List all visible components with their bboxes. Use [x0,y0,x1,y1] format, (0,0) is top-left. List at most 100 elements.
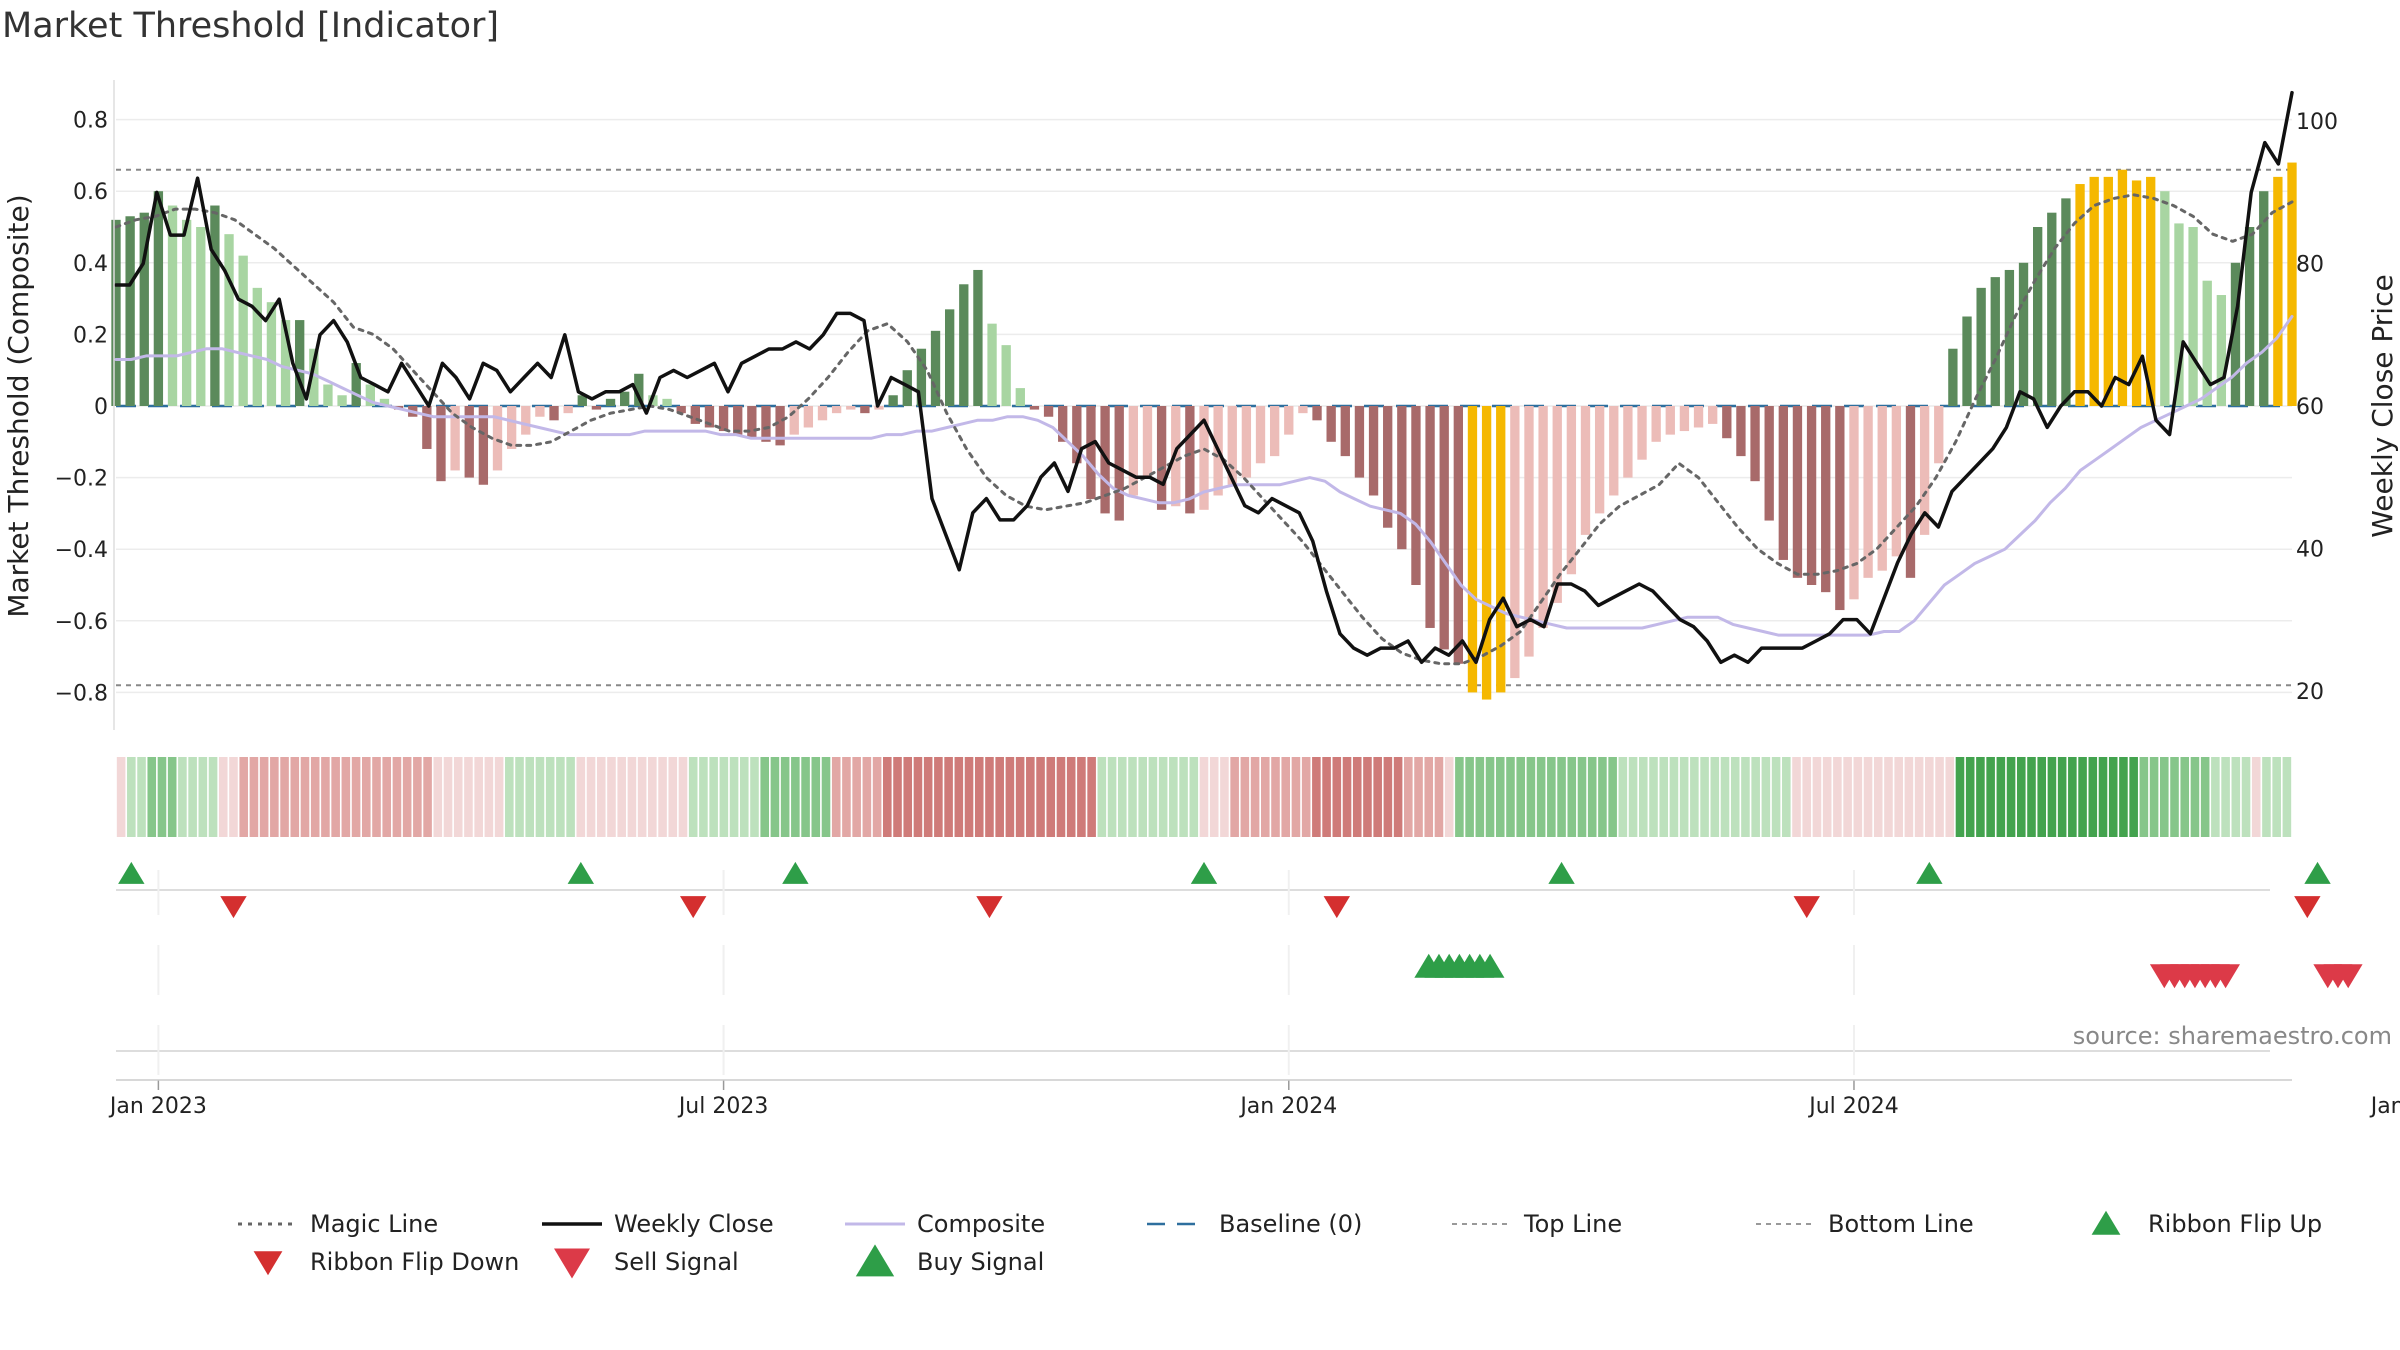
ribbon-cell [1015,757,1025,837]
sell-signal-marker [2333,964,2363,989]
ribbon-cell [780,757,790,837]
composite-bar [492,406,503,471]
ribbon-cell [127,757,136,837]
composite-bar [1750,406,1760,482]
composite-bar [2259,191,2269,406]
ribbon-cell [791,757,800,837]
ribbon-cell [1179,757,1188,837]
ribbon-cell [2272,757,2281,837]
legend-item[interactable]: Magic Line [238,1210,438,1238]
composite-bar [1043,406,1054,417]
signal-panels [116,861,2363,1081]
ribbon-cell [658,757,667,837]
composite-bar [2131,180,2142,406]
composite-bar [351,363,361,406]
ribbon-cell [954,757,964,837]
ribbon-cell [494,757,504,837]
ribbon-cell [2078,757,2087,837]
composite-bar [1255,406,1266,464]
ribbon-cell [1066,757,1076,837]
ribbon-cell [2190,757,2200,837]
composite-bar [902,370,912,406]
ribbon-cell [1792,757,1801,837]
ribbon-cell [1679,757,1689,837]
ribbon-cell [515,757,524,837]
legend[interactable]: Magic Line Weekly Close Composite Baseline … [238,1210,2322,1279]
composite-bar [1496,406,1506,693]
composite-bar [733,406,743,435]
composite-bar [1722,406,1732,439]
composite-bar [888,395,898,406]
composite-bar [1877,406,1887,571]
ribbon-cell [586,757,596,837]
ribbon-cell [1598,757,1607,837]
ribbon-cell [2108,757,2118,837]
ribbon-cell [760,757,770,837]
legend-label: Ribbon Flip Up [2148,1210,2322,1238]
ribbon-cell [116,757,126,837]
y-tick-left: 0 [94,395,108,420]
ribbon-cell [1312,757,1321,837]
legend-item[interactable]: Ribbon Flip Down [253,1248,520,1276]
ribbon-cell [525,757,535,837]
ribbon-cell [1199,757,1209,837]
legend-item[interactable]: Buy Signal [855,1244,1044,1277]
ribbon-cell [1822,757,1832,837]
ribbon-cell [1404,757,1413,837]
y-tick-left: −0.8 [55,681,108,706]
ribbon-cell [2251,757,2261,837]
legend-item[interactable]: Composite [845,1210,1045,1238]
ribbon-cell [1281,757,1291,837]
ribbon-cell [1291,757,1301,837]
composite-bar [591,406,602,410]
ribbon-cell [392,757,402,837]
composite-bars [111,162,2297,700]
ribbon-cell [1506,757,1515,837]
composite-bar [1001,345,1011,406]
legend-label: Composite [917,1210,1045,1238]
composite-bar [535,406,545,417]
ribbon-cell [617,757,626,837]
ribbon-cell [382,757,392,837]
y-tick-right: 100 [2296,110,2338,135]
ribbon-cell [2282,757,2292,837]
composite-bar [2089,176,2099,406]
composite-bar [2075,184,2085,406]
composite-bar [1453,406,1464,664]
ribbon-cell [668,757,678,837]
ribbon-cell [1434,757,1444,837]
ribbon-cell [1945,757,1955,837]
legend-item[interactable]: Bottom Line [1756,1210,1974,1238]
composite-bar [1623,406,1633,478]
y-axis-label-right: Weekly Close Price [2366,274,2399,537]
ribbon-cell [944,757,953,837]
composite-bar [2146,176,2156,406]
legend-item[interactable]: Ribbon Flip Up [2091,1210,2323,1238]
axes: 0.8 0.6 0.4 0.2 0 −0.2 −0.4 −0.6 −0.8 100 80 60 40 20… [2,80,2400,1119]
ribbon-cell [1444,757,1454,837]
legend-item[interactable]: Baseline (0) [1147,1210,1362,1238]
composite-bar [803,406,814,428]
ribbon-cell [229,757,238,837]
composite-bar [422,406,432,449]
composite-bar [704,406,715,428]
composite-bar [1919,406,1930,535]
composite-bar [2202,280,2212,406]
y-tick-right: 40 [2296,537,2324,562]
composite-bar [521,406,531,435]
composite-bar [831,406,842,414]
ribbon-cell [341,757,351,837]
composite-bar [153,191,164,406]
composite-bar [846,406,856,410]
legend-item[interactable]: Top Line [1452,1210,1622,1238]
ribbon-cell [2037,757,2046,837]
composite-bar [690,406,700,424]
composite-bar [1156,406,1167,510]
composite-bar [1905,406,1916,578]
legend-item[interactable]: Weekly Close [542,1210,774,1238]
ribbon-cell [1107,757,1117,837]
legend-item[interactable]: Sell Signal [554,1248,739,1279]
composite-bar [1241,406,1252,478]
composite-bar [1934,406,1944,464]
composite-bar [1312,406,1322,421]
